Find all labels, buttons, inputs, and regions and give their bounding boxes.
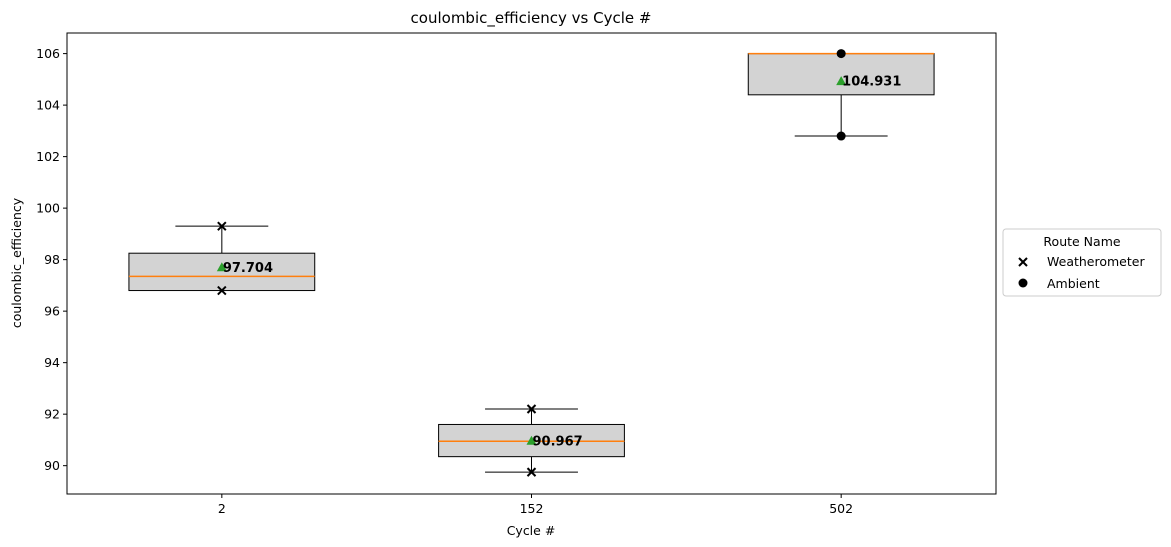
legend: Route Name Weatherometer Ambient — [1002, 228, 1162, 297]
box-mean-marker — [836, 76, 847, 86]
y-tick-label: 102 — [36, 149, 60, 164]
plot-area: 90 92 94 96 98 100 102 104 106 2 152 502 97.704 90.96… — [36, 32, 997, 516]
y-tick-label: 104 — [36, 98, 60, 113]
x-tick-label: 502 — [829, 501, 853, 516]
y-tick-label: 100 — [36, 201, 60, 216]
box-iqr — [747, 53, 935, 96]
box-mean-label: 90.967 — [533, 434, 583, 449]
y-tick-label: 92 — [44, 407, 60, 422]
y-tick-label: 94 — [44, 355, 60, 370]
point-ambient — [836, 131, 846, 141]
box-iqr — [128, 252, 316, 292]
y-tick-label: 98 — [44, 252, 60, 267]
legend-label-ambient: Ambient — [1047, 276, 1100, 291]
point-weatherometer — [526, 404, 537, 414]
y-axis-label: coulombic_efficiency — [9, 197, 24, 328]
box-mean-marker — [216, 262, 227, 272]
legend-marker-x — [1018, 257, 1028, 267]
y-tick-label: 90 — [44, 458, 60, 473]
point-ambient — [836, 49, 846, 59]
point-weatherometer — [526, 467, 537, 477]
legend-frame — [1002, 228, 1162, 297]
point-weatherometer — [217, 285, 227, 296]
point-weatherometer — [217, 221, 227, 231]
legend-title: Route Name — [1043, 234, 1120, 249]
y-tick-label: 106 — [36, 46, 60, 61]
x-axis-label: Cycle # — [507, 523, 556, 538]
chart-title: coulombic_efficiency vs Cycle # — [411, 9, 652, 28]
legend-label-weatherometer: Weatherometer — [1047, 254, 1145, 269]
legend-marker-dot — [1018, 278, 1028, 288]
y-tick-label: 96 — [44, 304, 60, 319]
x-tick-label: 2 — [218, 501, 226, 516]
box-mean-label: 97.704 — [223, 261, 273, 276]
box-mean-label: 104.931 — [842, 75, 901, 90]
box-mean-marker — [526, 435, 537, 445]
x-tick-label: 152 — [520, 501, 544, 516]
